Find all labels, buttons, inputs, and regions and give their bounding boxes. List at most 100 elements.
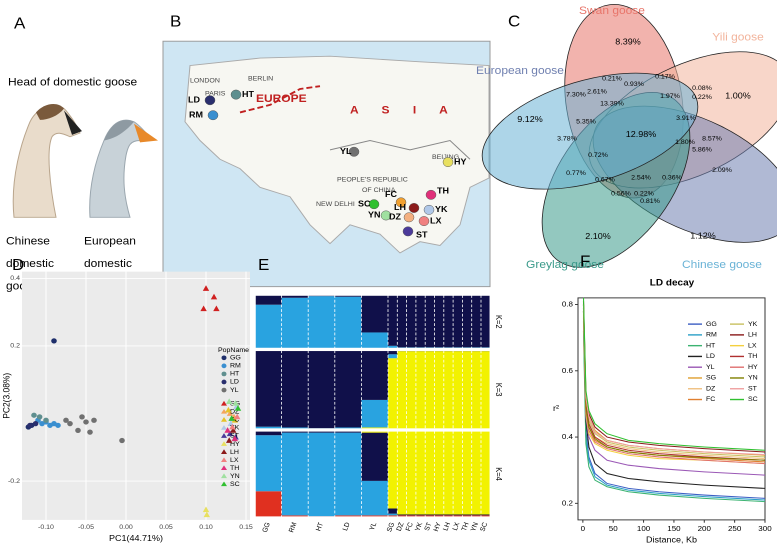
x-tick-label: FC [405,522,415,533]
point [234,413,241,420]
ancestry-segment [361,332,389,349]
ancestry-segment [453,295,463,348]
y-tick-label: 0.6 [562,366,573,375]
point [226,398,233,405]
legend-marker [221,465,227,471]
map-label: EUROPE [256,93,307,106]
x-tick-label: -0.05 [78,524,94,531]
legend-label: LH [230,449,239,456]
ancestry-segment [361,430,389,433]
legend-marker [221,441,227,446]
legend-label: HT [230,371,239,378]
x-tick-label: 0.00 [119,524,133,531]
point [225,406,232,413]
venn-region-label: 2.61% [587,89,607,96]
ancestry-segment [462,515,472,518]
ancestry-segment [443,430,454,515]
point [31,412,37,418]
ld-line [582,321,766,501]
venn-region-label: 8.39% [615,37,641,47]
site-label: LH [394,202,406,212]
site-label: SC [358,199,371,209]
ancestry-segment [308,296,336,349]
venn-region-label: 8.57% [702,136,722,143]
ancestry-segment [397,515,407,518]
ancestry-segment [281,427,309,430]
ancestry-segment [388,350,398,355]
map-label: LONDON [190,77,220,84]
site-label: FC [385,189,398,199]
legend-marker [221,400,227,406]
ancestry-segment [361,350,389,400]
photo-label: European [84,235,136,248]
legend-label: ST [748,386,757,393]
x-tick-label: YL [369,521,379,531]
venn-region-label: 0.56% [611,191,631,198]
ancestry-segment [443,515,454,518]
venn-region-label: 3.78% [557,136,577,143]
venn-region-label: 9.12% [517,114,543,124]
x-tick-label: LH [442,522,452,532]
map-label: A S I A [350,104,458,117]
venn-region-label: 1.00% [725,91,751,101]
ancestry-segment [255,435,282,492]
ancestry-segment [388,508,398,514]
x-tick-label: RM [288,521,299,533]
y-axis-label: PC2(3.08%) [1,373,11,419]
ancestry-segment [462,295,472,348]
x-tick-label: 0.10 [199,524,213,531]
legend-marker [221,408,227,414]
ancestry-segment [471,514,482,516]
x-tick-label: 0.15 [239,524,253,531]
y-tick-label: 0.4 [10,275,20,282]
site-label: TH [437,186,449,196]
site-marker [207,110,219,121]
ancestry-segment [255,491,282,518]
photo-label: Chinese [6,235,50,248]
ancestry-segment [406,351,417,430]
panel-frame [254,294,492,350]
ancestry-segment [481,351,491,430]
point [224,427,231,433]
x-tick-label: 100 [637,524,650,533]
legend-marker [221,481,227,487]
ancestry-segment [415,295,426,348]
point [213,305,220,312]
point [226,410,234,416]
ancestry-segment [434,295,445,348]
point [67,421,73,427]
y-tick-label: 0.8 [562,300,573,309]
map-label: BEIJING [432,154,459,161]
set-label: Greylag goose [526,258,604,271]
site-marker [408,203,420,213]
point [51,338,57,344]
map-label: OF CHINA [362,187,396,194]
x-tick-label: YK [414,521,424,532]
venn-region-label: 0.17% [655,74,675,81]
ancestry-segment [462,514,472,516]
panel-letter: B [170,13,181,30]
ancestry-segment [281,297,309,349]
ancestry-segment [388,430,398,509]
legend-marker [221,425,227,430]
ancestry-segment [397,295,407,348]
ancestry-segment [481,515,491,518]
ancestry-segment [334,427,362,430]
point [229,423,236,430]
legend-marker [221,363,227,369]
point [55,422,61,428]
ancestry-segment [334,430,362,433]
point [119,437,125,444]
point [75,427,81,434]
set-label: Yili goose [712,31,764,44]
venn-region-label: 5.35% [576,119,596,126]
legend-marker [221,473,227,479]
map-label: NEW DELHI [316,201,355,208]
legend-label: DZ [706,386,715,393]
legend-label: LX [748,343,757,350]
ld-line [582,304,766,456]
site-marker [380,210,392,221]
goose-head-european [89,119,158,218]
